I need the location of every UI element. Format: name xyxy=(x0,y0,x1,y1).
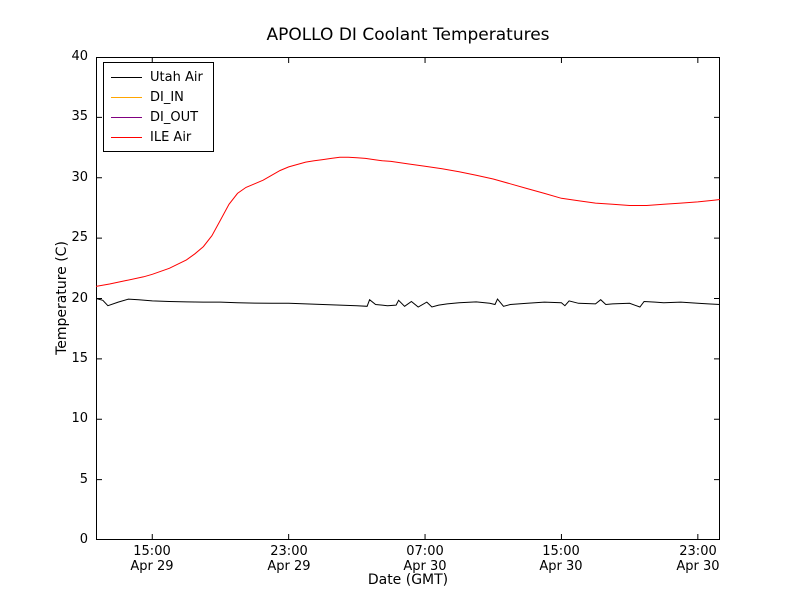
x-tick-time: 15:00 xyxy=(542,544,580,559)
legend-line-sample xyxy=(111,136,142,138)
x-tick-time: 23:00 xyxy=(270,544,308,559)
legend-item: ILE Air xyxy=(111,127,203,147)
legend-item: DI_IN xyxy=(111,87,203,107)
x-axis-label: Date (GMT) xyxy=(367,572,449,588)
y-tick-label: 5 xyxy=(79,472,88,487)
y-tick-label: 15 xyxy=(71,351,88,366)
x-tick-date: Apr 30 xyxy=(403,559,447,574)
x-tick-date: Apr 30 xyxy=(676,559,720,574)
series-line-utah-air xyxy=(96,298,720,308)
y-tick-label: 35 xyxy=(71,109,88,124)
x-tick-label: 23:00 Apr 30 xyxy=(653,544,743,574)
x-tick-time: 15:00 xyxy=(133,544,171,559)
x-tick-label: 15:00 Apr 30 xyxy=(516,544,606,574)
series-line-ile-air xyxy=(96,156,720,287)
y-tick-label: 20 xyxy=(71,291,88,306)
y-tick-label: 0 xyxy=(79,532,88,547)
legend-label: ILE Air xyxy=(150,129,192,145)
x-tick-time: 07:00 xyxy=(406,544,444,559)
plot-canvas xyxy=(96,57,720,540)
legend-item: Utah Air xyxy=(111,67,203,87)
legend-label: DI_OUT xyxy=(150,109,199,125)
x-tick-label: 15:00 Apr 29 xyxy=(107,544,197,574)
y-tick-label: 25 xyxy=(71,230,88,245)
legend-label: Utah Air xyxy=(150,69,203,85)
legend-line-sample xyxy=(111,116,142,118)
y-tick-label: 10 xyxy=(71,411,88,426)
x-tick-time: 23:00 xyxy=(679,544,717,559)
x-tick-date: Apr 30 xyxy=(539,559,583,574)
y-tick-label: 30 xyxy=(71,170,88,185)
legend-item: DI_OUT xyxy=(111,107,203,127)
chart-title: APOLLO DI Coolant Temperatures xyxy=(266,25,550,45)
legend-line-sample xyxy=(111,76,142,78)
legend-line-sample xyxy=(111,96,142,98)
x-tick-date: Apr 29 xyxy=(267,559,311,574)
legend-label: DI_IN xyxy=(150,89,184,105)
x-tick-label: 07:00 Apr 30 xyxy=(380,544,470,574)
y-tick-label: 40 xyxy=(71,49,88,64)
x-tick-date: Apr 29 xyxy=(130,559,174,574)
plot-area: Utah Air DI_IN DI_OUT ILE Air xyxy=(96,57,720,540)
x-tick-label: 23:00 Apr 29 xyxy=(244,544,334,574)
legend: Utah Air DI_IN DI_OUT ILE Air xyxy=(103,62,214,152)
